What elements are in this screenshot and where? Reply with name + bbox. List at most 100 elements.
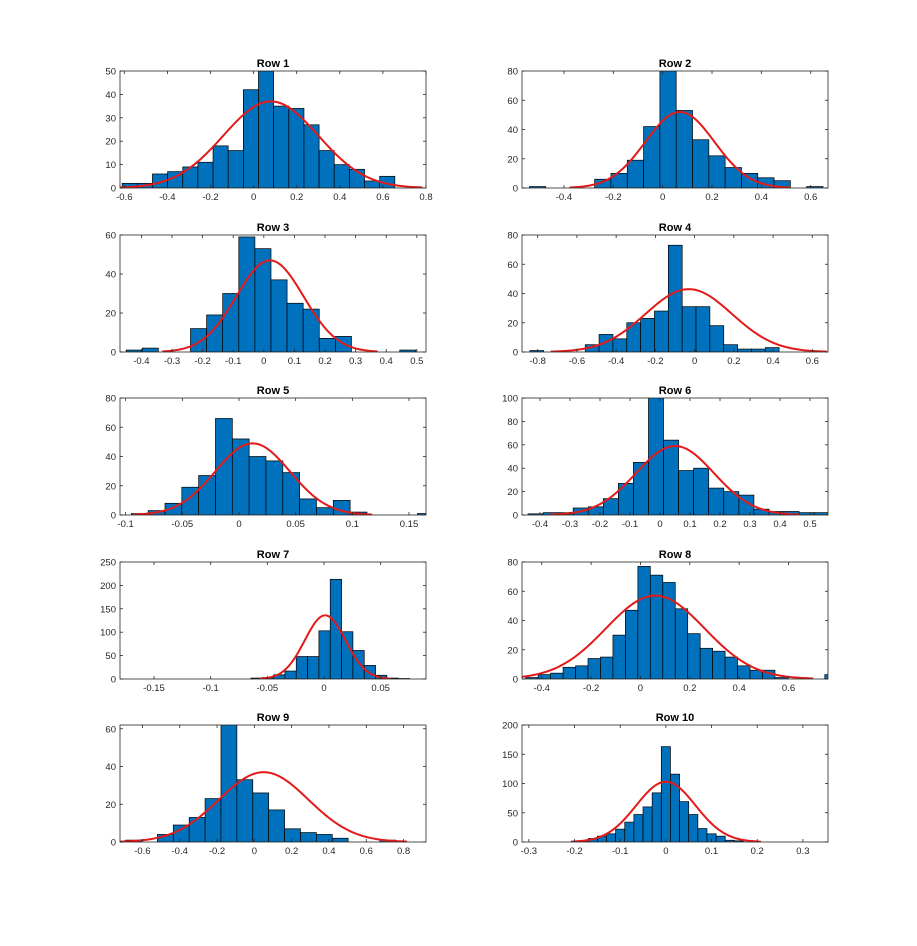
histogram-panel: Row 6 -0.4 -0.3 -0.2 -0.1 0 0.1 0.2 0.3 0.4 0.5 0 20… (502, 385, 829, 530)
histogram-bar (197, 161, 214, 188)
histogram-bar (624, 821, 635, 842)
histogram-bar (284, 670, 297, 679)
normal-fit-curve (132, 442, 373, 515)
histogram-bar (227, 150, 244, 188)
histogram-bar (773, 180, 791, 188)
histogram-bar (681, 306, 697, 352)
y-tick-label: 60 (507, 440, 518, 451)
histogram-bar (749, 669, 763, 679)
histogram-bar (678, 470, 695, 515)
histogram-bar (625, 609, 639, 679)
x-tick-label: 0.4 (322, 846, 335, 857)
histogram-bar (190, 328, 207, 352)
y-tick-label: 40 (105, 762, 116, 773)
y-tick-label: 60 (507, 96, 518, 107)
y-tick-label: 150 (502, 750, 518, 761)
histogram-bar (141, 347, 159, 352)
y-tick-label: 50 (105, 67, 116, 78)
y-tick-label: 60 (105, 231, 116, 242)
x-tick-label: -0.1 (225, 356, 241, 367)
x-tick-label: 0.15 (400, 519, 419, 530)
x-tick-label: 0.4 (766, 356, 779, 367)
x-tick-label: -0.2 (209, 846, 225, 857)
histogram-bar (252, 792, 270, 842)
y-tick-label: 30 (105, 113, 116, 124)
histogram-bar (642, 806, 653, 842)
histogram-bar (679, 801, 690, 842)
y-tick-label: 80 (105, 394, 116, 405)
y-tick-label: 100 (502, 394, 518, 405)
histogram-bar (316, 507, 334, 515)
histogram-bar (806, 186, 824, 188)
x-tick-label: 0.4 (773, 519, 786, 530)
panel-title: Row 4 (659, 222, 692, 234)
x-tick-label: 0.2 (727, 356, 740, 367)
y-tick-label: 0 (111, 184, 116, 195)
histogram-bar (649, 574, 664, 679)
histogram-bar (643, 126, 661, 188)
panel-title: Row 5 (257, 385, 289, 397)
x-tick-label: 0.6 (806, 356, 819, 367)
y-tick-label: 0 (513, 675, 518, 686)
histogram-bar (724, 656, 738, 679)
histogram-bar (692, 139, 710, 188)
normal-fit-curve (569, 110, 791, 188)
subplot-grid: Row 1 -0.6 -0.4 -0.2 0 0.2 0.4 0.6 0.8 0 10 20 30 40 5… (100, 58, 829, 857)
histogram-bar (654, 310, 669, 352)
histogram-bar (667, 244, 683, 352)
x-tick-label: 0 (252, 846, 257, 857)
histogram-bar (693, 467, 710, 515)
x-tick-label: 0 (657, 519, 662, 530)
histogram-bar (529, 186, 547, 188)
histogram-bar (824, 674, 828, 679)
y-tick-label: 40 (105, 452, 116, 463)
x-tick-label: 0.1 (683, 519, 696, 530)
x-tick-label: 0 (321, 683, 326, 694)
normal-fit-curve (550, 444, 800, 515)
y-tick-label: 60 (507, 260, 518, 271)
plot-area (529, 244, 827, 352)
histogram-bar (333, 164, 350, 188)
y-tick-label: 20 (507, 318, 518, 329)
histogram-bar (273, 105, 290, 188)
histogram-bar (688, 814, 699, 842)
x-tick-label: -0.8 (530, 356, 546, 367)
x-tick-label: -0.4 (556, 192, 572, 203)
x-tick-label: 0.8 (397, 846, 410, 857)
x-tick-label: 0.8 (419, 192, 432, 203)
histogram-bar (550, 672, 564, 679)
plot-area (529, 71, 824, 188)
x-tick-label: 0.1 (346, 519, 359, 530)
histogram-bar (212, 145, 229, 188)
x-tick-label: 0.4 (380, 356, 393, 367)
x-tick-label: -0.4 (534, 683, 550, 694)
histogram-panel: Row 8 -0.4 -0.2 0 0.2 0.4 0.6 0 20 40 60 80 (507, 549, 829, 694)
x-tick-label: 0.6 (804, 192, 817, 203)
x-tick-label: 0 (660, 192, 665, 203)
x-tick-label: 0.2 (683, 683, 696, 694)
normal-fit-curve (550, 288, 827, 352)
histogram-bar (268, 809, 285, 842)
x-tick-label: -0.2 (202, 192, 218, 203)
x-tick-label: 0.5 (803, 519, 816, 530)
x-tick-label: 0.1 (288, 356, 301, 367)
x-tick-label: -0.2 (566, 846, 582, 857)
histogram-bar (575, 665, 589, 679)
histogram-bar (318, 630, 331, 679)
x-tick-label: -0.2 (194, 356, 210, 367)
histogram-bar (318, 150, 335, 188)
x-tick-label: 0 (638, 683, 643, 694)
histogram-bar (331, 837, 349, 842)
histogram-bar (723, 344, 738, 352)
histogram-bar (709, 325, 725, 352)
histogram-bar (675, 110, 693, 188)
x-tick-label: 0.2 (705, 192, 718, 203)
histogram-panel: Row 9 -0.6 -0.4 -0.2 0 0.2 0.4 0.6 0.8 0 20 40 60 (105, 712, 427, 857)
x-tick-label: 0.6 (782, 683, 795, 694)
histogram-bar (648, 398, 664, 515)
y-tick-label: 60 (105, 724, 116, 735)
histogram-bar (295, 656, 308, 679)
plot-area (522, 566, 828, 679)
histogram-bar (687, 633, 701, 679)
